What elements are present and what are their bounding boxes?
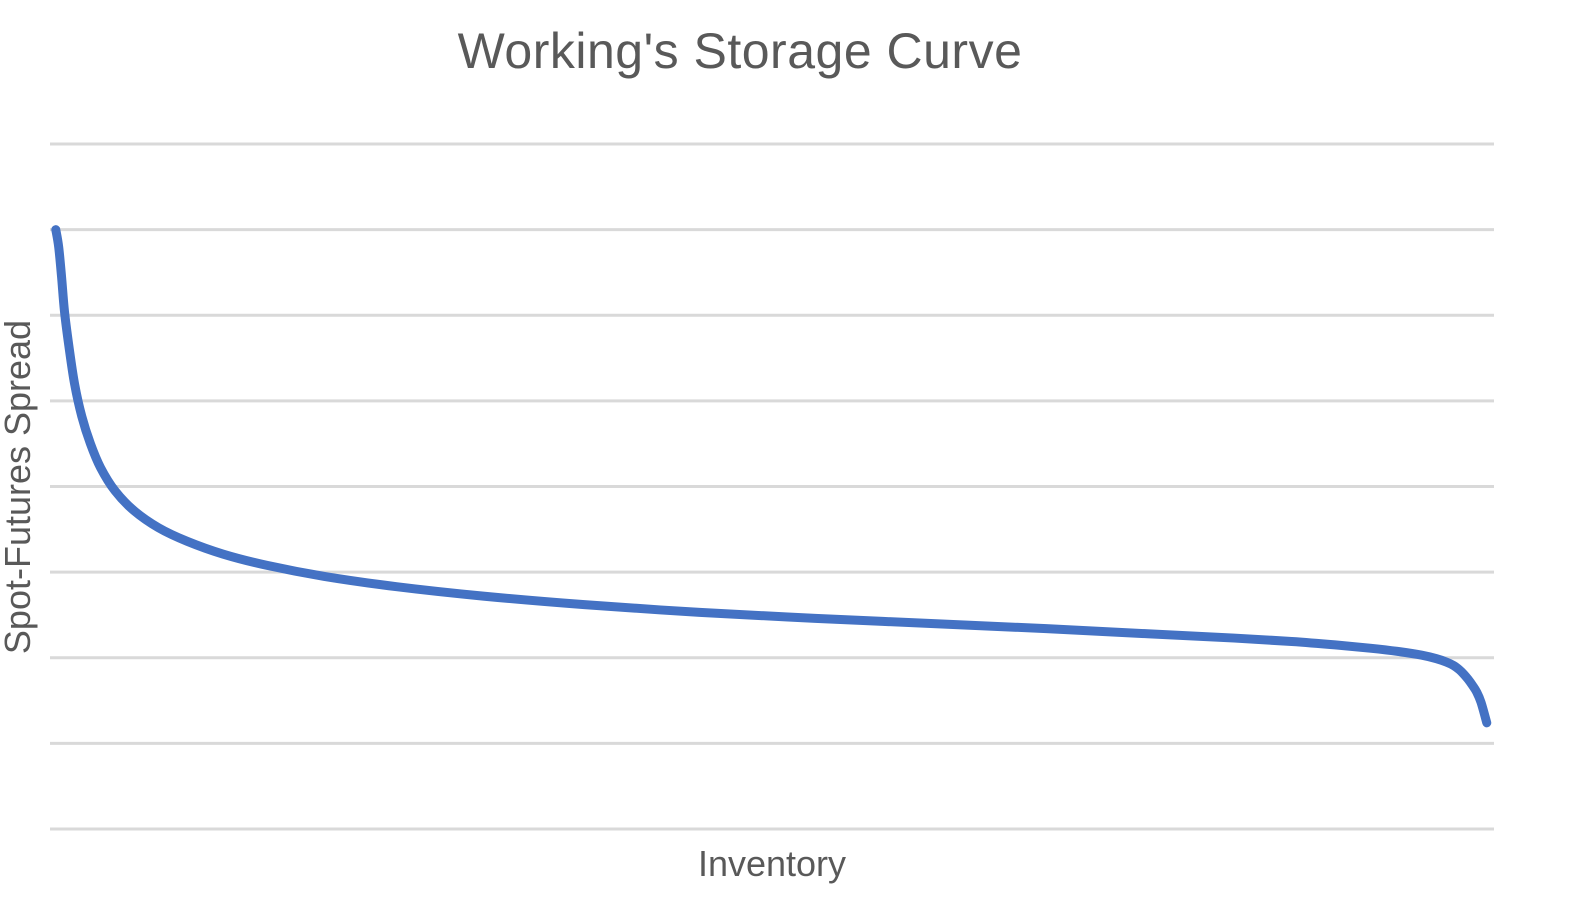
chart-title: Working's Storage Curve — [457, 23, 1023, 79]
x-axis-title: Inventory — [697, 843, 847, 884]
series-group — [51, 225, 1492, 728]
y-axis-title: Spot-Futures Spread — [0, 319, 38, 655]
gridlines — [50, 142, 1494, 831]
series-line-0 — [51, 225, 1492, 728]
